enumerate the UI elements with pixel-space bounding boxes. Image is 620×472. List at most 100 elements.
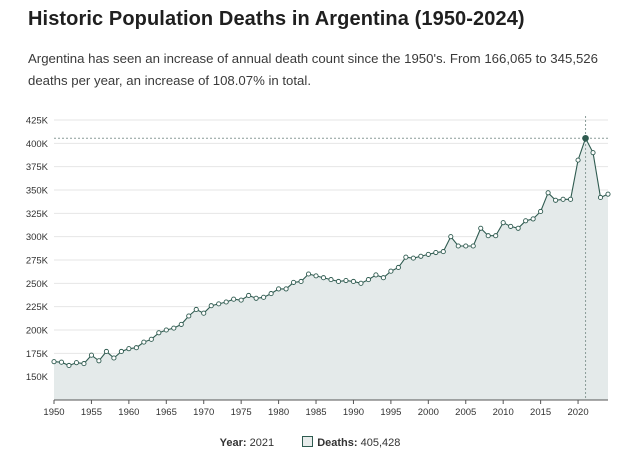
data-point[interactable]: [478, 225, 484, 231]
y-tick-label: 325K: [26, 209, 49, 220]
tooltip-deaths-label: Deaths:: [317, 437, 358, 449]
y-tick-label: 350K: [26, 186, 49, 197]
highlighted-data-point[interactable]: [582, 134, 589, 142]
data-point[interactable]: [58, 359, 65, 365]
x-tick-label: 2020: [567, 407, 588, 418]
data-point[interactable]: [178, 321, 184, 327]
x-tick-label: 1975: [231, 407, 252, 418]
data-point[interactable]: [530, 216, 536, 222]
data-point[interactable]: [118, 348, 124, 355]
data-point[interactable]: [253, 295, 259, 301]
data-point[interactable]: [470, 243, 476, 249]
data-point[interactable]: [305, 271, 312, 277]
data-point[interactable]: [590, 150, 596, 156]
data-point[interactable]: [51, 359, 57, 365]
data-point[interactable]: [156, 330, 162, 336]
data-point[interactable]: [208, 303, 214, 309]
data-point[interactable]: [223, 299, 229, 305]
x-tick-label: 2010: [493, 407, 514, 418]
data-point[interactable]: [111, 355, 117, 361]
x-tick-label: 2015: [530, 407, 551, 418]
data-point[interactable]: [276, 286, 282, 292]
data-point[interactable]: [418, 253, 424, 259]
data-point[interactable]: [440, 249, 446, 255]
data-point[interactable]: [163, 327, 169, 333]
data-point[interactable]: [560, 196, 566, 202]
data-point[interactable]: [380, 275, 386, 281]
deaths-area-chart[interactable]: 150K 175K 200K 225K 250K 275K 300K 325K 350K 375K…: [0, 0, 620, 430]
data-point[interactable]: [597, 194, 604, 201]
x-tick-label: 2000: [418, 407, 439, 418]
axes: 150K 175K 200K 225K 250K 275K 300K 325K 350K 375K…: [26, 116, 608, 418]
data-point[interactable]: [395, 264, 401, 271]
data-point[interactable]: [171, 325, 177, 331]
data-point[interactable]: [96, 358, 102, 364]
x-tick-label: 1960: [118, 407, 139, 418]
data-point[interactable]: [605, 191, 611, 197]
data-point[interactable]: [231, 296, 237, 302]
data-point[interactable]: [485, 233, 491, 239]
y-tick-label: 300K: [26, 232, 49, 243]
data-point[interactable]: [246, 292, 252, 299]
y-tick-label: 175K: [26, 349, 49, 360]
data-point[interactable]: [448, 234, 454, 240]
data-point[interactable]: [133, 345, 139, 351]
data-point[interactable]: [73, 360, 80, 366]
data-point[interactable]: [538, 208, 544, 215]
data-point[interactable]: [515, 225, 521, 231]
data-point[interactable]: [201, 310, 207, 316]
data-point[interactable]: [320, 275, 327, 281]
data-point[interactable]: [268, 291, 274, 297]
tooltip-year-value: 2021: [249, 437, 275, 449]
data-point[interactable]: [216, 301, 222, 307]
data-point[interactable]: [193, 306, 199, 313]
data-point[interactable]: [388, 268, 394, 274]
data-point[interactable]: [141, 339, 147, 345]
data-point[interactable]: [568, 196, 574, 202]
page-title: Historic Population Deaths in Argentina …: [28, 8, 525, 30]
data-point[interactable]: [313, 273, 319, 279]
series-swatch-icon: [302, 436, 314, 447]
data-point[interactable]: [238, 297, 244, 303]
y-tick-label: 375K: [26, 162, 49, 173]
data-point[interactable]: [66, 362, 72, 369]
data-point[interactable]: [403, 254, 409, 260]
data-point[interactable]: [575, 157, 581, 163]
data-point[interactable]: [373, 272, 379, 278]
data-point[interactable]: [350, 278, 357, 285]
data-point[interactable]: [148, 336, 154, 342]
data-point[interactable]: [298, 278, 304, 285]
data-point[interactable]: [455, 243, 461, 249]
data-point[interactable]: [81, 361, 87, 367]
data-point[interactable]: [126, 346, 132, 352]
data-point[interactable]: [410, 255, 416, 261]
x-tick-label: 2005: [455, 407, 476, 418]
data-point[interactable]: [523, 218, 529, 224]
y-tick-label: 425K: [26, 116, 49, 127]
data-point[interactable]: [508, 223, 514, 229]
data-point[interactable]: [433, 249, 439, 256]
x-tick-label: 1970: [193, 407, 214, 418]
data-point[interactable]: [500, 220, 506, 226]
area-layer: [53, 136, 609, 400]
data-point[interactable]: [545, 190, 551, 196]
data-point[interactable]: [493, 233, 499, 239]
data-point[interactable]: [291, 279, 297, 285]
data-point[interactable]: [261, 294, 267, 300]
data-point[interactable]: [425, 251, 431, 257]
data-point[interactable]: [365, 277, 371, 283]
x-tick-label: 1995: [380, 407, 401, 418]
data-point[interactable]: [463, 243, 469, 249]
data-point[interactable]: [343, 277, 349, 284]
data-point[interactable]: [103, 348, 109, 355]
data-point[interactable]: [186, 313, 192, 319]
data-markers[interactable]: [51, 134, 611, 369]
data-point[interactable]: [358, 280, 364, 286]
data-point[interactable]: [328, 277, 334, 283]
area-fill: [54, 138, 608, 400]
chart-tooltip: Year: 2021 Deaths: 405,428: [0, 436, 620, 449]
data-point[interactable]: [553, 197, 559, 203]
data-point[interactable]: [283, 286, 289, 292]
data-point[interactable]: [88, 352, 94, 358]
data-point[interactable]: [335, 278, 342, 285]
